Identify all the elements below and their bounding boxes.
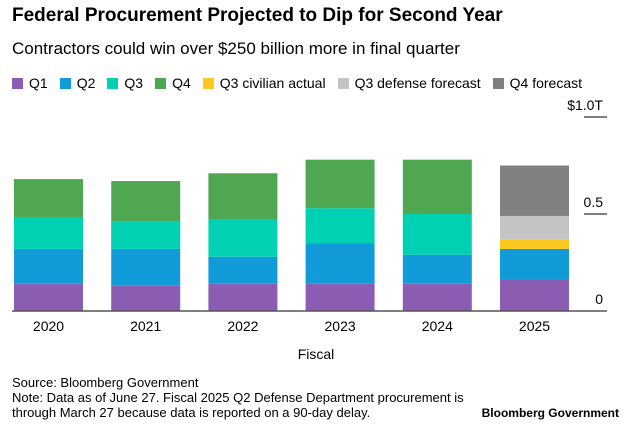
bar-segment-q3-defense-forecast — [500, 215, 569, 240]
legend-swatch — [202, 77, 214, 89]
bar-segment-q3-civilian-actual — [500, 239, 569, 249]
legend-item: Q2 — [59, 75, 96, 91]
y-tick-label: 0.5 — [584, 194, 604, 210]
legend-label: Q1 — [29, 75, 48, 91]
legend-swatch — [107, 77, 119, 89]
bar-segment-q2 — [305, 243, 375, 284]
source-text: Source: Bloomberg Government — [12, 375, 199, 390]
bar-segment-q1 — [305, 283, 375, 311]
y-tick-label: $1.0T — [567, 97, 603, 113]
bar-segment-q4 — [402, 159, 472, 214]
legend-item: Q3 — [107, 75, 143, 91]
bar-segment-q2 — [500, 248, 569, 280]
bar-segment-q3 — [402, 214, 472, 255]
legend-label: Q3 — [124, 75, 144, 91]
x-tick-label: 2020 — [33, 318, 64, 334]
bar-segment-q2 — [208, 256, 278, 284]
y-tick-label: 0 — [595, 291, 603, 307]
bar-segment-q4 — [14, 179, 83, 218]
bar-segment-q3 — [14, 217, 83, 249]
bar-segment-q4 — [208, 173, 278, 220]
bar-segment-q1 — [208, 283, 278, 311]
legend-swatch — [155, 77, 167, 89]
legend-item: Q4 forecast — [492, 75, 583, 91]
bar-segment-q1 — [500, 279, 569, 311]
legend-swatch — [492, 77, 504, 89]
bloomberg-logo: Bloomberg Government — [481, 406, 619, 420]
bar-segment-q3 — [208, 219, 278, 257]
bar-segment-q4 — [305, 159, 375, 209]
x-tick-label: 2022 — [227, 318, 258, 334]
legend-label: Q3 civilian actual — [219, 75, 326, 91]
x-tick-label: 2023 — [325, 318, 356, 334]
x-tick-label: 2021 — [130, 318, 161, 334]
bar-segment-q2 — [111, 248, 181, 286]
bar-segment-q1 — [14, 283, 83, 311]
bar-segment-q2 — [402, 254, 472, 284]
x-tick-label: 2024 — [422, 318, 453, 334]
legend-item: Q1 — [12, 75, 48, 91]
legend: Q1 Q2 Q3 Q4 Q3 civilian actual Q3 defense for… — [12, 75, 582, 91]
bar-segment-q4-forecast — [500, 165, 569, 216]
chart-subtitle: Contractors could win over $250 billion … — [12, 39, 460, 58]
bar-segment-q2 — [14, 248, 83, 284]
legend-label: Q2 — [76, 75, 96, 91]
legend-item: Q3 civilian actual — [202, 75, 326, 91]
x-tick-label: 2025 — [519, 318, 550, 334]
x-axis-label: Fiscal — [298, 346, 335, 362]
note-line-1: Note: Data as of June 27. Fiscal 2025 Q2… — [12, 390, 464, 405]
legend-swatch — [59, 77, 71, 89]
legend-swatch — [12, 77, 23, 89]
bar-segment-q1 — [111, 285, 181, 311]
legend-label: Q4 — [172, 75, 191, 91]
chart-title: Federal Procurement Projected to Dip for… — [12, 5, 503, 26]
legend-label: Q4 forecast — [509, 75, 583, 91]
bar-segment-q4 — [111, 181, 181, 222]
bar-segment-q1 — [402, 283, 472, 311]
note-line-2: through March 27 because data is reporte… — [12, 405, 371, 420]
legend-swatch — [337, 77, 349, 89]
legend-item: Q3 defense forecast — [337, 75, 481, 91]
bar-segment-q3 — [111, 221, 181, 249]
legend-label: Q3 defense forecast — [354, 75, 481, 91]
bar-segment-q3 — [305, 208, 375, 244]
legend-item: Q4 — [155, 75, 191, 91]
